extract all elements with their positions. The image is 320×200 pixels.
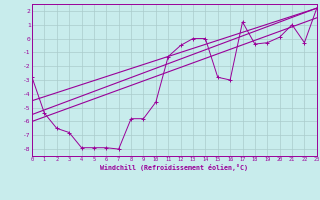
X-axis label: Windchill (Refroidissement éolien,°C): Windchill (Refroidissement éolien,°C) [100,164,248,171]
